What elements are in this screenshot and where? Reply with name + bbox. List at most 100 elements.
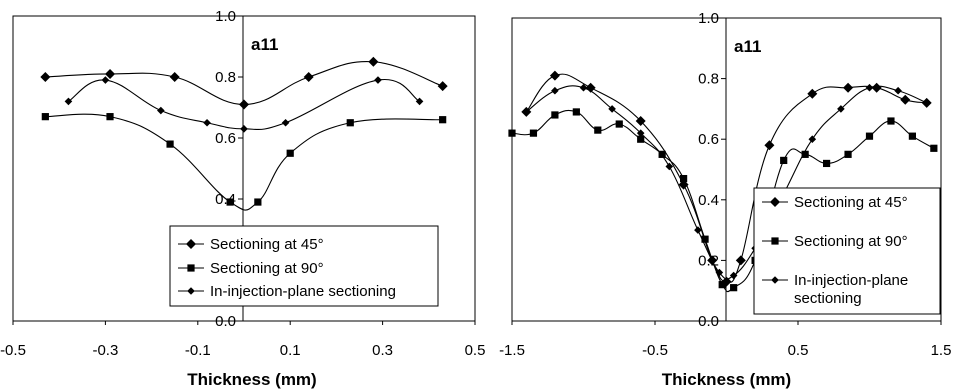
data-point bbox=[40, 72, 51, 82]
y-tick-label: 0.6 bbox=[698, 131, 719, 148]
legend: Sectioning at 45° Sectioning at 90° In-inj… bbox=[169, 225, 439, 307]
series-line bbox=[68, 79, 420, 131]
data-point bbox=[887, 117, 895, 125]
data-point bbox=[808, 135, 817, 143]
data-point bbox=[346, 119, 354, 127]
data-point bbox=[157, 106, 165, 115]
data-point bbox=[303, 72, 314, 82]
chart-1: 0.00.20.40.60.81.0-0.5-0.3-0.10.10.30.5T… bbox=[0, 8, 485, 389]
x-tick-label: 1.5 bbox=[931, 342, 952, 359]
x-tick-label: 0.1 bbox=[280, 342, 301, 359]
data-point bbox=[572, 108, 580, 116]
legend-entry: In-injection-plane sectioning bbox=[794, 272, 908, 307]
data-point bbox=[930, 144, 938, 152]
data-point bbox=[801, 150, 809, 158]
series-3 bbox=[64, 76, 424, 133]
y-tick-label: 0.8 bbox=[698, 71, 719, 88]
y-tick-label: 0.0 bbox=[698, 313, 719, 330]
data-point bbox=[105, 68, 116, 79]
data-point bbox=[635, 116, 646, 127]
data-point bbox=[615, 120, 623, 128]
x-axis-label: Thickness (mm) bbox=[662, 370, 791, 389]
series-2 bbox=[41, 113, 447, 211]
data-point bbox=[226, 198, 234, 206]
chart-2: 0.00.20.40.60.81.0-1.5-0.50.51.5Thicknes… bbox=[499, 10, 951, 389]
x-tick-label: -0.5 bbox=[642, 342, 668, 359]
y-tick-label: 0.8 bbox=[215, 69, 236, 86]
legend-marker bbox=[187, 264, 195, 272]
data-point bbox=[729, 271, 738, 280]
x-tick-label: -0.1 bbox=[185, 342, 211, 359]
data-point bbox=[680, 174, 688, 183]
legend-entry: Sectioning at 45° bbox=[794, 194, 908, 211]
data-point bbox=[169, 72, 180, 82]
data-point bbox=[823, 159, 831, 168]
x-tick-label: 0.5 bbox=[788, 342, 809, 359]
data-point bbox=[579, 83, 588, 92]
data-point bbox=[529, 129, 538, 137]
data-point bbox=[636, 129, 645, 137]
data-point bbox=[551, 86, 559, 95]
data-point bbox=[701, 235, 709, 243]
data-point bbox=[41, 113, 49, 121]
data-point bbox=[239, 99, 249, 110]
legend-entry: Sectioning at 90° bbox=[794, 233, 908, 250]
data-point bbox=[694, 226, 702, 234]
x-tick-label: 0.3 bbox=[372, 342, 393, 359]
y-tick-label: 0.6 bbox=[215, 130, 236, 147]
x-tick-label: -0.5 bbox=[0, 342, 26, 359]
data-point bbox=[837, 105, 845, 113]
data-point bbox=[286, 149, 294, 157]
legend-marker bbox=[770, 197, 780, 207]
data-point bbox=[843, 82, 854, 93]
data-point bbox=[106, 113, 114, 121]
x-tick-label: 0.5 bbox=[465, 342, 486, 359]
data-point bbox=[166, 140, 174, 148]
x-tick-label: -0.3 bbox=[92, 342, 118, 359]
data-point bbox=[658, 150, 666, 158]
data-point bbox=[718, 281, 726, 289]
legend-entry: In-injection-plane sectioning bbox=[210, 283, 396, 300]
legend-box bbox=[753, 187, 941, 315]
data-point bbox=[894, 86, 902, 95]
data-point bbox=[780, 156, 788, 165]
legend-entry: Sectioning at 45° bbox=[210, 236, 324, 253]
x-axis-label: Thickness (mm) bbox=[187, 370, 316, 389]
data-point bbox=[437, 81, 448, 92]
data-point bbox=[415, 97, 424, 106]
data-point bbox=[637, 135, 645, 143]
y-tick-label: 0.4 bbox=[698, 192, 719, 209]
data-point bbox=[551, 111, 559, 119]
data-point bbox=[549, 70, 560, 81]
annotation-label: a11 bbox=[251, 35, 278, 54]
y-tick-label: 0.0 bbox=[215, 313, 236, 330]
data-point bbox=[254, 198, 262, 206]
data-point bbox=[203, 118, 211, 127]
data-point bbox=[865, 132, 874, 140]
data-point bbox=[715, 268, 724, 277]
data-point bbox=[439, 116, 447, 124]
legend-marker bbox=[186, 239, 196, 249]
legend-marker bbox=[771, 276, 779, 284]
legend-marker bbox=[771, 237, 779, 245]
legend: Sectioning at 45° Sectioning at 90° In-inj… bbox=[753, 187, 941, 315]
data-point bbox=[368, 56, 379, 67]
legend-entry: Sectioning at 90° bbox=[210, 260, 324, 277]
data-point bbox=[900, 94, 911, 105]
plot-area bbox=[12, 15, 476, 322]
data-point bbox=[281, 118, 290, 127]
series-line bbox=[525, 85, 927, 280]
data-point bbox=[844, 150, 852, 158]
legend-marker bbox=[187, 287, 195, 295]
legend-box bbox=[169, 225, 439, 307]
data-point bbox=[240, 125, 248, 133]
data-point bbox=[101, 76, 110, 84]
data-point bbox=[64, 97, 73, 106]
data-point bbox=[764, 140, 775, 151]
data-point bbox=[730, 284, 738, 292]
y-tick-label: 1.0 bbox=[698, 10, 719, 27]
data-point bbox=[735, 255, 746, 266]
series-1 bbox=[40, 56, 448, 110]
x-tick-label: -1.5 bbox=[499, 342, 525, 359]
